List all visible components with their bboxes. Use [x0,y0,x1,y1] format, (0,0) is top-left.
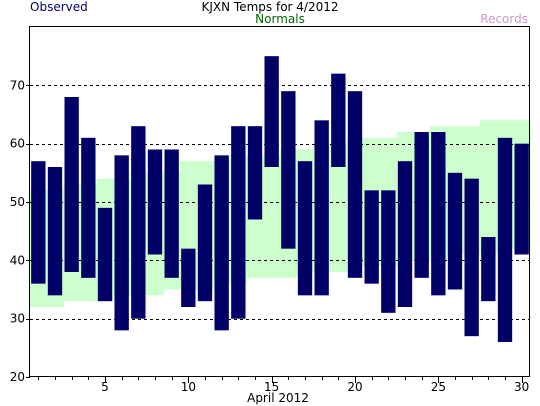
x-tick-label-20: 20 [347,380,362,394]
observed-bar-day-19 [331,73,346,167]
observed-bars-layer [31,56,529,342]
observed-bar-day-27 [464,178,479,337]
y-tick-label-40: 40 [10,253,25,267]
observed-bar-day-17 [297,161,313,296]
gridlines-layer [30,85,530,320]
observed-bar-day-24 [414,132,429,278]
y-tick-label-30: 30 [10,312,25,326]
x-tick-label-5: 5 [101,380,109,394]
y-tick-label-20: 20 [10,370,25,384]
observed-bar-day-30 [514,143,529,255]
observed-bar-day-23 [397,161,413,307]
observed-bar-day-26 [447,172,463,290]
observed-bar-day-14 [247,126,263,220]
y-tick-label-70: 70 [10,78,25,92]
observed-bar-day-7 [131,126,146,319]
observed-bar-day-1 [31,161,46,284]
observed-bar-day-20 [347,91,363,278]
observed-bar-day-21 [364,190,379,284]
y-tick-label-60: 60 [10,137,25,151]
observed-bar-day-5 [97,207,113,302]
chart-title: KJXN Temps for 4/2012 [201,0,339,14]
observed-bar-day-9 [164,149,179,278]
observed-bar-day-4 [81,137,96,278]
observed-bar-day-11 [197,184,213,302]
observed-bar-day-12 [214,155,229,331]
observed-bar-day-16 [281,91,296,249]
normals-band-day-28 [480,120,498,255]
observed-bar-day-15 [264,56,279,167]
observed-bar-day-3 [64,97,79,272]
observed-bar-day-2 [47,167,63,296]
observed-bar-day-13 [231,126,246,319]
legend-normals: Normals [255,12,305,26]
x-tick-label-25: 25 [431,380,446,394]
normals-band-day-19 [330,143,348,272]
observed-bar-day-28 [481,237,496,302]
observed-bar-day-18 [314,120,329,296]
legend-observed: Observed [30,0,88,14]
x-tick-label-30: 30 [514,380,529,394]
x-tick-label-15: 15 [264,380,279,394]
legend-records: Records [480,12,528,26]
observed-bar-day-8 [147,149,163,255]
x-axis-label: April 2012 [247,391,309,405]
axes-layer: 20 30 40 50 60 70 5 10 15 20 25 30 [10,78,530,394]
observed-bar-day-10 [181,248,196,307]
observed-bar-day-25 [431,132,446,296]
y-tick-label-50: 50 [10,195,25,209]
normals-band-day-15 [263,155,281,278]
observed-bar-day-22 [381,190,396,313]
x-tick-label-10: 10 [181,380,196,394]
observed-bar-day-29 [497,137,513,342]
observed-bar-day-6 [114,155,129,331]
plot-frame [29,26,530,377]
